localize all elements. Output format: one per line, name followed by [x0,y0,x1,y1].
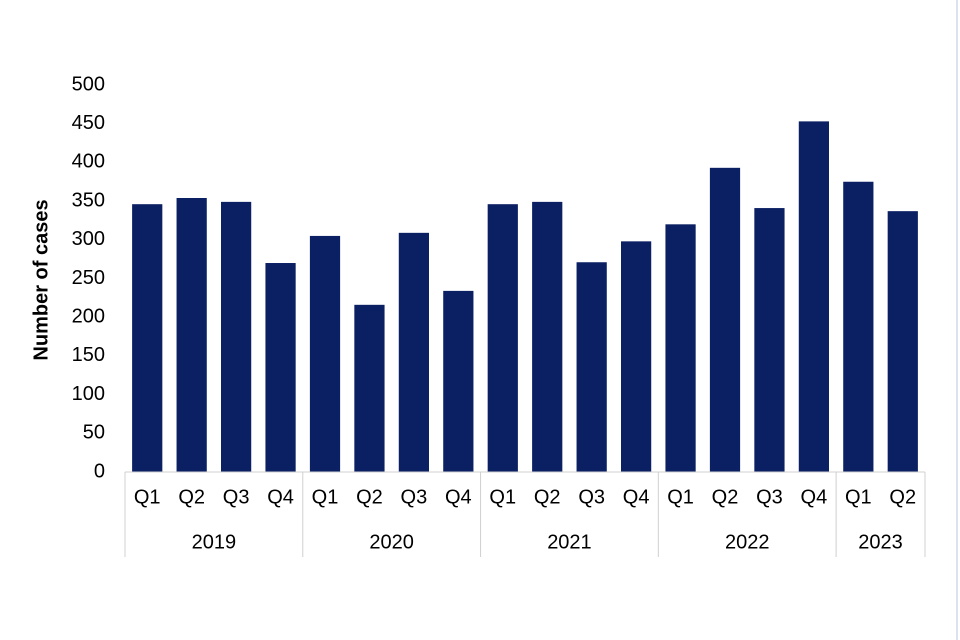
x-tick-label: Q4 [267,486,294,508]
x-tick-label: Q1 [312,486,339,508]
group-label: 2023 [858,531,903,553]
bar [398,232,429,472]
x-tick-label: Q3 [578,486,605,508]
group-label: 2019 [192,531,237,553]
x-tick-label: Q4 [801,486,828,508]
y-tick-label: 0 [94,460,105,482]
bar [532,201,563,472]
y-tick-label: 200 [72,305,105,327]
x-tick-label: Q1 [845,486,872,508]
bar [887,211,918,473]
y-tick-label: 450 [72,112,105,134]
bar [132,204,163,473]
bar [176,198,207,472]
bar [576,262,607,472]
x-tick-label: Q4 [445,486,472,508]
y-tick-label: 500 [72,73,105,95]
y-tick-label: 50 [83,422,105,444]
x-tick-label: Q2 [889,486,916,508]
group-label: 2021 [547,531,592,553]
bar [221,201,252,472]
x-tick-label: Q1 [134,486,161,508]
y-tick-label: 150 [72,344,105,366]
x-tick-label: Q4 [623,486,650,508]
y-axis-label: Number of cases [30,199,52,360]
bar [665,224,696,472]
bar [487,204,518,473]
bar [621,241,652,472]
bar [798,121,829,473]
x-tick-label: Q3 [756,486,783,508]
bar [309,235,341,472]
x-tick-label: Q2 [534,486,561,508]
x-tick-label: Q2 [712,486,739,508]
group-label: 2020 [369,531,414,553]
y-tick-label: 250 [72,267,105,289]
bar [709,167,741,472]
y-tick-label: 300 [72,228,105,250]
bar [354,304,385,472]
bar [843,181,874,472]
bar [443,290,474,472]
y-tick-label: 350 [72,189,105,211]
bar [265,263,296,472]
x-tick-label: Q3 [401,486,428,508]
group-label: 2022 [725,531,770,553]
x-tick-label: Q3 [223,486,250,508]
x-tick-label: Q1 [489,486,516,508]
x-tick-label: Q2 [178,486,205,508]
y-tick-label: 100 [72,383,105,405]
x-tick-label: Q1 [667,486,694,508]
y-tick-label: 400 [72,151,105,173]
x-tick-label: Q2 [356,486,383,508]
bar [754,208,785,473]
